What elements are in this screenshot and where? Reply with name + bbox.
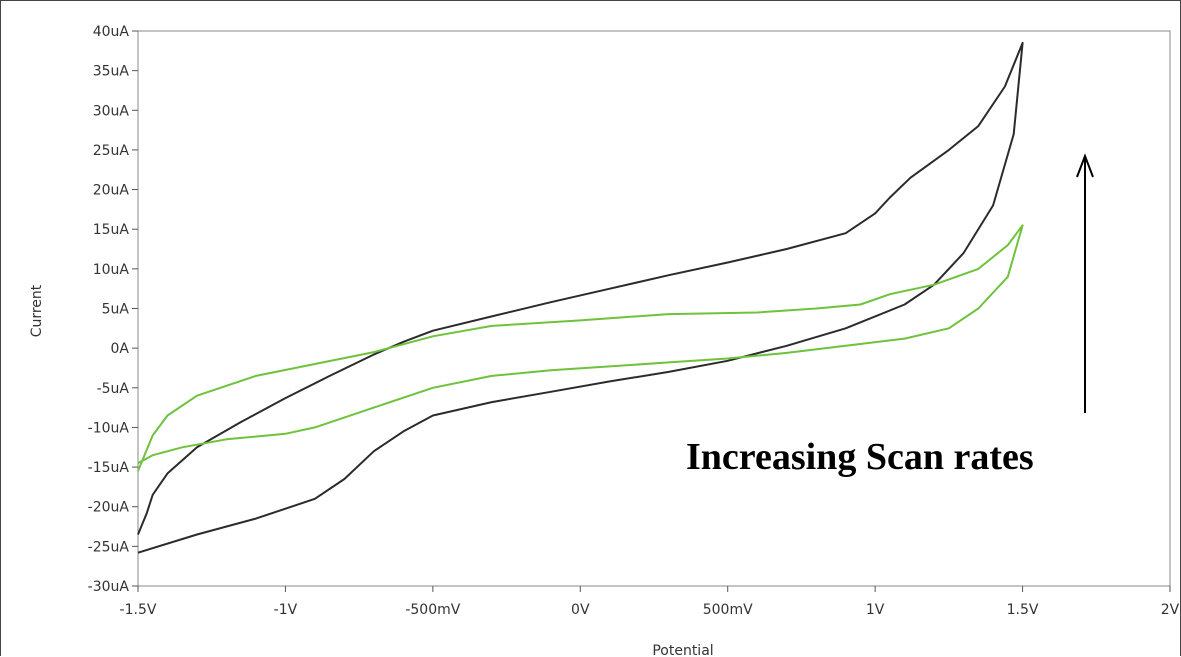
y-tick-label: 10uA <box>93 262 130 278</box>
x-axis-ticks: -1.5V -1V -500mV 0V 500mV 1V 1.5V 2V <box>120 586 1180 618</box>
x-axis-title: Potential <box>652 643 713 657</box>
series-layer <box>137 41 1024 554</box>
x-tick-label: 2V <box>1161 602 1180 618</box>
x-tick-label: -1V <box>274 602 298 618</box>
y-tick-label: -30uA <box>88 579 130 595</box>
x-tick-label: 1.5V <box>1007 602 1039 618</box>
y-tick-label: 0A <box>111 341 130 357</box>
y-tick-label: -5uA <box>97 381 130 397</box>
y-axis-ticks: 40uA 35uA 30uA 25uA 20uA 15uA 10uA 5uA 0A -5uA -10… <box>88 24 138 595</box>
y-tick-label: 40uA <box>93 24 130 40</box>
x-tick-label: -1.5V <box>120 602 157 618</box>
plot-area <box>137 30 1171 587</box>
y-tick-label: -10uA <box>88 420 130 436</box>
x-tick-label: -500mV <box>405 602 460 618</box>
y-tick-label: 15uA <box>93 222 130 238</box>
up-arrow-icon <box>1076 153 1094 413</box>
y-axis-title: Current <box>29 284 45 337</box>
y-tick-label: 35uA <box>93 64 130 80</box>
x-tick-label: 1V <box>866 602 885 618</box>
y-tick-label: 20uA <box>93 183 130 199</box>
y-tick-label: -25uA <box>88 539 130 555</box>
annotation-increasing-scan-rates: Increasing Scan rates <box>686 436 1034 478</box>
y-tick-label: 5uA <box>102 302 130 318</box>
series-line-1 <box>137 41 1024 554</box>
x-tick-label: 0V <box>571 602 590 618</box>
y-tick-label: 30uA <box>93 103 130 119</box>
x-tick-label: 500mV <box>703 602 753 618</box>
y-tick-label: -20uA <box>88 500 130 516</box>
y-tick-label: 25uA <box>93 143 130 159</box>
series-line-2 <box>137 224 1024 472</box>
y-tick-label: -15uA <box>88 460 130 476</box>
